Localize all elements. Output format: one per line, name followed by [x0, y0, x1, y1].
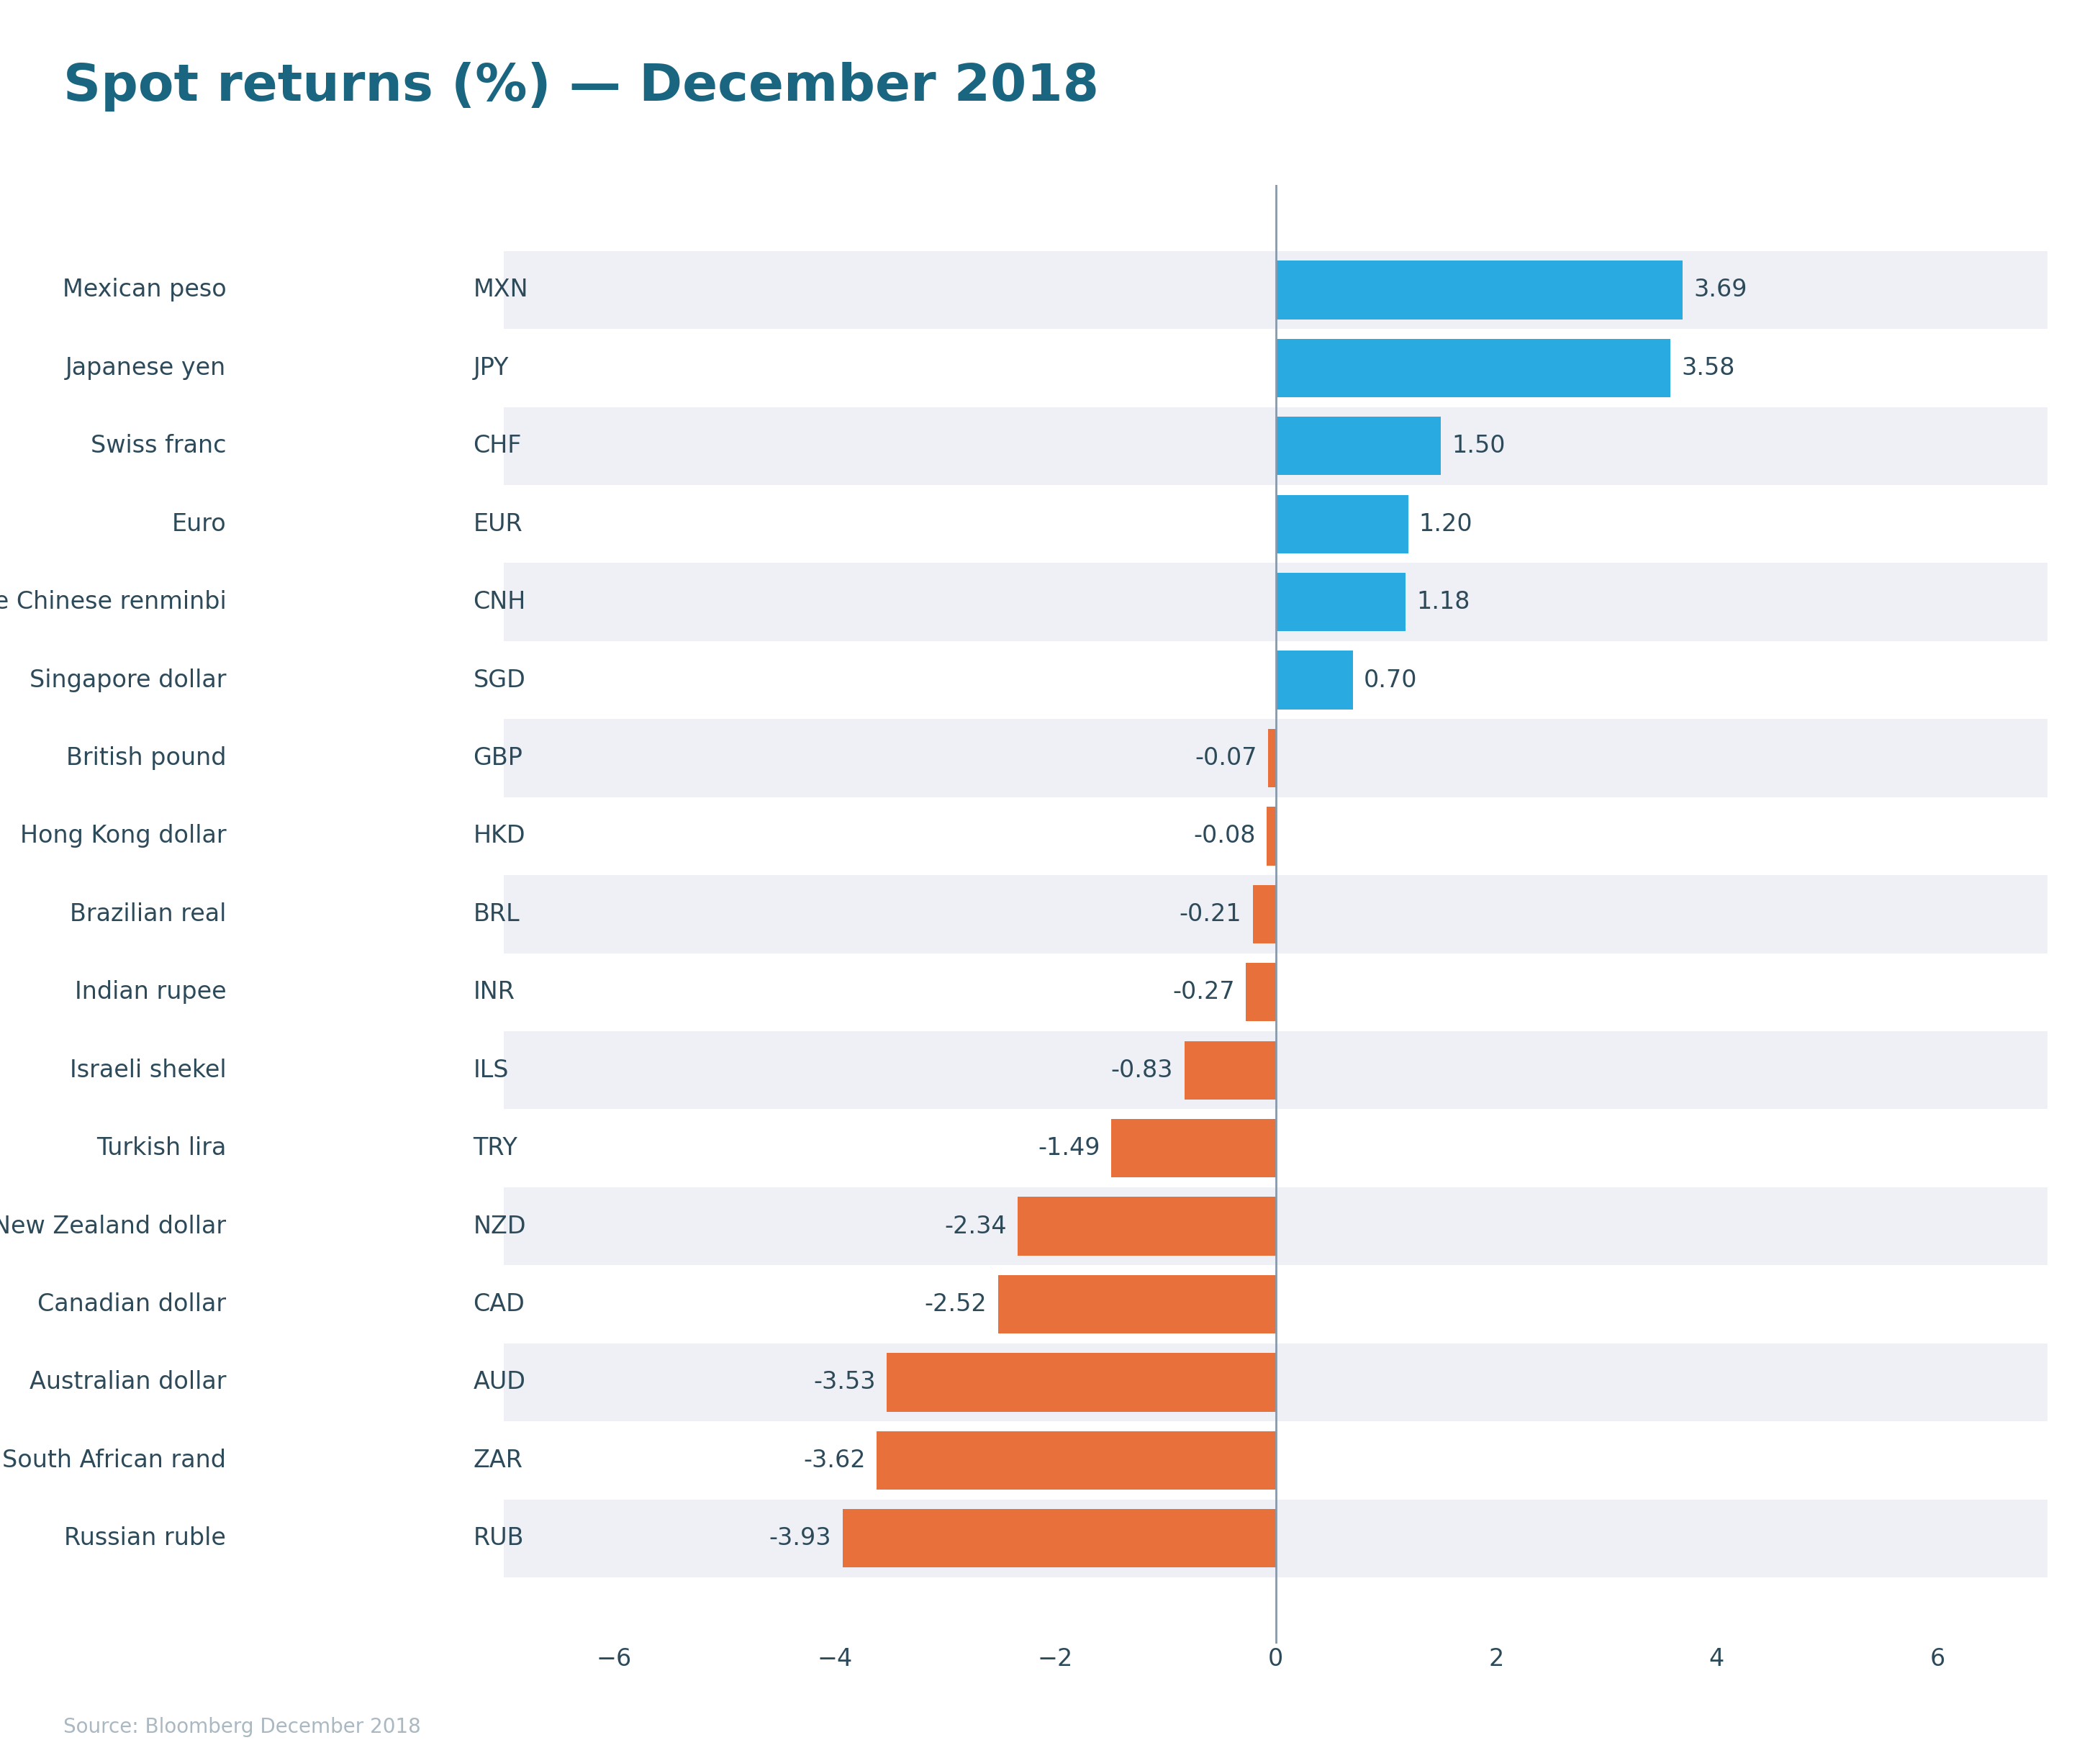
Text: Mexican peso: Mexican peso: [63, 278, 227, 302]
Text: ZAR: ZAR: [473, 1449, 523, 1471]
Text: -3.53: -3.53: [813, 1371, 876, 1394]
Text: TRY: TRY: [473, 1136, 517, 1160]
Text: Brazilian real: Brazilian real: [69, 902, 227, 926]
Text: GBP: GBP: [473, 745, 523, 770]
Text: -0.83: -0.83: [1111, 1058, 1174, 1083]
Bar: [1275, 260, 1682, 320]
Bar: [504, 485, 2048, 563]
Text: MXN: MXN: [473, 278, 529, 302]
Text: -0.08: -0.08: [1193, 825, 1256, 847]
Text: Russian ruble: Russian ruble: [65, 1526, 227, 1551]
Bar: [504, 719, 2048, 796]
Text: Indian rupee: Indian rupee: [76, 981, 227, 1004]
Text: -0.07: -0.07: [1195, 745, 1258, 770]
Text: Singapore dollar: Singapore dollar: [29, 668, 227, 693]
Bar: [1252, 884, 1275, 944]
Text: South African rand: South African rand: [2, 1449, 227, 1471]
Text: CNH: CNH: [473, 591, 525, 614]
Bar: [504, 251, 2048, 329]
Text: 3.58: 3.58: [1682, 357, 1735, 380]
Bar: [504, 1109, 2048, 1187]
Text: CAD: CAD: [473, 1292, 525, 1317]
Bar: [1111, 1120, 1275, 1178]
Bar: [504, 1422, 2048, 1500]
Text: JPY: JPY: [473, 357, 508, 380]
Text: EUR: EUR: [473, 512, 523, 536]
Text: ILS: ILS: [473, 1058, 508, 1083]
Text: -2.52: -2.52: [924, 1292, 987, 1317]
Bar: [1275, 339, 1670, 397]
Bar: [1275, 417, 1441, 475]
Text: RUB: RUB: [473, 1526, 523, 1551]
Bar: [1019, 1197, 1275, 1255]
Text: 1.50: 1.50: [1451, 434, 1506, 457]
Text: -0.21: -0.21: [1180, 902, 1241, 926]
Text: Turkish lira: Turkish lira: [97, 1136, 227, 1160]
Bar: [504, 563, 2048, 642]
Text: INR: INR: [473, 981, 515, 1004]
Bar: [842, 1508, 1275, 1568]
Text: British pound: British pound: [65, 745, 227, 770]
Bar: [504, 796, 2048, 875]
Text: BRL: BRL: [473, 902, 519, 926]
Bar: [504, 953, 2048, 1032]
Bar: [504, 642, 2048, 719]
Text: -3.62: -3.62: [804, 1449, 865, 1471]
Bar: [1245, 963, 1275, 1021]
Text: Offshore Chinese renminbi: Offshore Chinese renminbi: [0, 591, 227, 614]
Bar: [504, 1343, 2048, 1422]
Bar: [998, 1275, 1275, 1334]
Bar: [504, 1500, 2048, 1577]
Text: Australian dollar: Australian dollar: [29, 1371, 227, 1394]
Text: New Zealand dollar: New Zealand dollar: [0, 1215, 227, 1238]
Bar: [1275, 573, 1405, 631]
Text: -3.93: -3.93: [769, 1526, 832, 1551]
Bar: [504, 406, 2048, 485]
Bar: [504, 329, 2048, 406]
Text: Japanese yen: Japanese yen: [65, 357, 227, 380]
Bar: [1275, 650, 1352, 708]
Bar: [1266, 807, 1275, 865]
Text: Spot returns (%) — December 2018: Spot returns (%) — December 2018: [63, 62, 1098, 111]
Text: SGD: SGD: [473, 668, 525, 693]
Bar: [504, 875, 2048, 953]
Text: 1.18: 1.18: [1418, 591, 1470, 614]
Text: CHF: CHF: [473, 434, 521, 457]
Text: Canadian dollar: Canadian dollar: [38, 1292, 227, 1317]
Text: 1.20: 1.20: [1420, 512, 1472, 536]
Bar: [504, 1032, 2048, 1109]
Text: Source: Bloomberg December 2018: Source: Bloomberg December 2018: [63, 1718, 420, 1737]
Text: Euro: Euro: [172, 512, 227, 536]
Text: Hong Kong dollar: Hong Kong dollar: [19, 825, 227, 847]
Text: -1.49: -1.49: [1037, 1136, 1100, 1160]
Bar: [886, 1354, 1275, 1412]
Text: HKD: HKD: [473, 825, 525, 847]
Bar: [504, 1266, 2048, 1343]
Text: AUD: AUD: [473, 1371, 525, 1394]
Bar: [504, 1187, 2048, 1266]
Bar: [876, 1431, 1275, 1489]
Text: -2.34: -2.34: [945, 1215, 1006, 1238]
Text: 0.70: 0.70: [1365, 668, 1418, 693]
Bar: [1275, 494, 1407, 554]
Text: Swiss franc: Swiss franc: [90, 434, 227, 457]
Bar: [1184, 1041, 1275, 1099]
Text: NZD: NZD: [473, 1215, 527, 1238]
Text: -0.27: -0.27: [1172, 981, 1235, 1004]
Text: Israeli shekel: Israeli shekel: [69, 1058, 227, 1083]
Bar: [1268, 730, 1275, 788]
Text: 3.69: 3.69: [1693, 278, 1747, 302]
